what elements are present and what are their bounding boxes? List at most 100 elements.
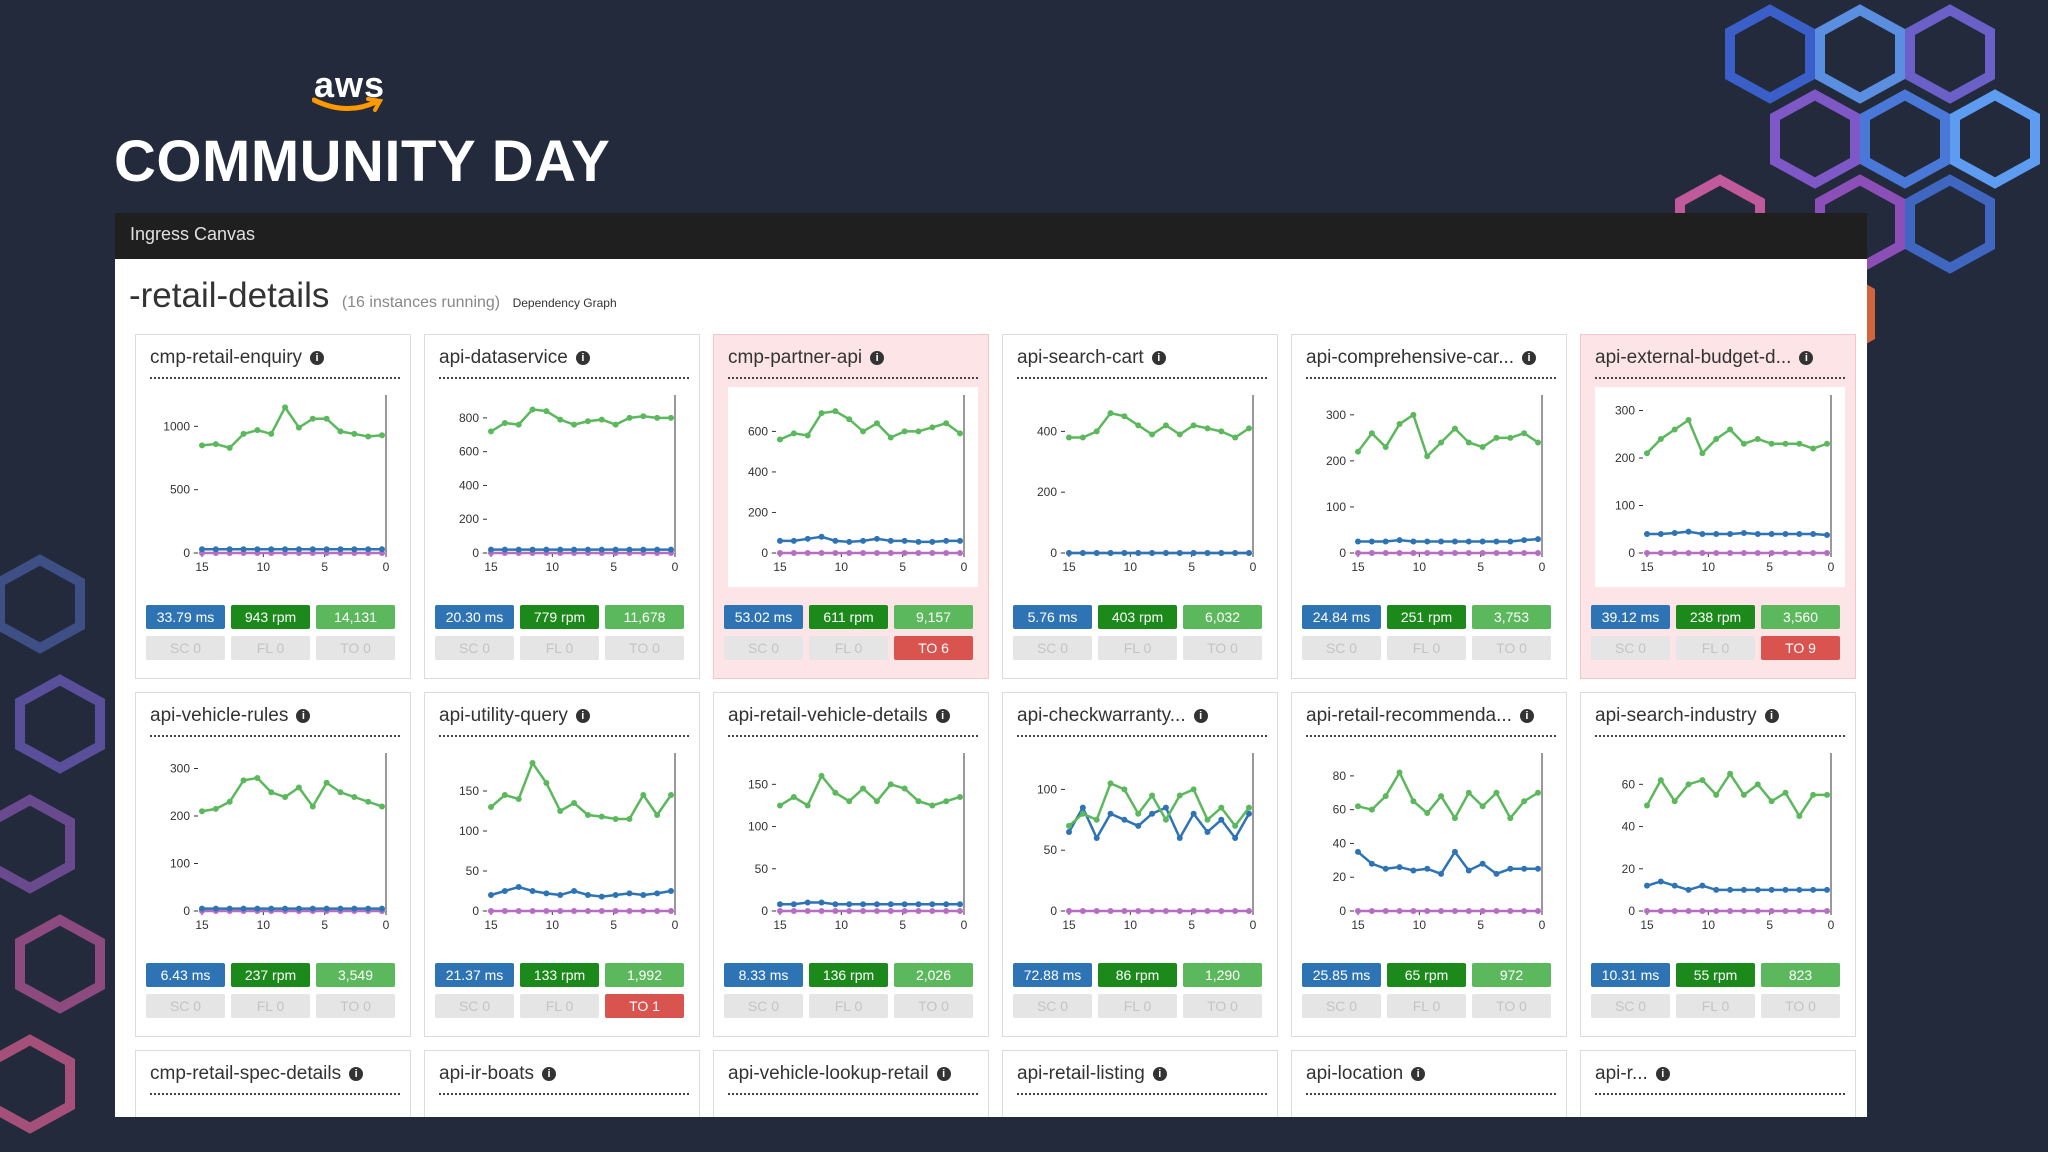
failure-badge[interactable]: FL 0	[520, 636, 599, 660]
service-card-title[interactable]: api-r... i	[1595, 1063, 1670, 1085]
status-code-badge[interactable]: SC 0	[1013, 994, 1092, 1018]
timeout-badge[interactable]: TO 0	[605, 636, 684, 660]
info-icon[interactable]: i	[1655, 1067, 1670, 1081]
service-card-api-comprehensive-car[interactable]: api-comprehensive-car... i 0 100 200 300 15 10 5…	[1291, 334, 1567, 679]
timeout-badge[interactable]: TO 0	[1183, 994, 1262, 1018]
dependency-graph-link[interactable]: Dependency Graph	[512, 296, 617, 310]
latency-badge[interactable]: 8.33 ms	[724, 963, 803, 987]
info-icon[interactable]: i	[575, 709, 590, 723]
timeout-badge[interactable]: TO 0	[1472, 994, 1551, 1018]
service-card-title[interactable]: api-search-cart i	[1017, 347, 1166, 369]
rpm-badge[interactable]: 55 rpm	[1676, 963, 1755, 987]
request-count-badge[interactable]: 2,026	[894, 963, 973, 987]
service-card-api-location[interactable]: api-location i	[1291, 1050, 1567, 1117]
info-icon[interactable]: i	[1152, 1067, 1167, 1081]
timeout-badge[interactable]: TO 0	[1761, 994, 1840, 1018]
service-card-title[interactable]: api-retail-vehicle-details i	[728, 705, 950, 727]
timeout-badge[interactable]: TO 0	[1183, 636, 1262, 660]
latency-badge[interactable]: 39.12 ms	[1591, 605, 1670, 629]
service-card-api-search-cart[interactable]: api-search-cart i 0 200 400 15 10 5 0 5.76 ms 403 …	[1002, 334, 1278, 679]
status-code-badge[interactable]: SC 0	[146, 994, 225, 1018]
service-card-api-retail-vehicle-details[interactable]: api-retail-vehicle-details i 0 50 100 150 15 10…	[713, 692, 989, 1037]
failure-badge[interactable]: FL 0	[1098, 636, 1177, 660]
rpm-badge[interactable]: 779 rpm	[520, 605, 599, 629]
service-card-title[interactable]: api-vehicle-lookup-retail i	[728, 1063, 951, 1085]
timeout-badge[interactable]: TO 0	[894, 994, 973, 1018]
info-icon[interactable]: i	[1764, 709, 1779, 723]
info-icon[interactable]: i	[1522, 351, 1537, 365]
service-card-api-retail-recommenda[interactable]: api-retail-recommenda... i 0 20 40 60 80 15 10 5 0…	[1291, 692, 1567, 1037]
service-card-title[interactable]: cmp-partner-api i	[728, 347, 885, 369]
status-code-badge[interactable]: SC 0	[1013, 636, 1092, 660]
timeout-badge[interactable]: TO 6	[894, 636, 973, 660]
service-card-title[interactable]: cmp-retail-enquiry i	[150, 347, 325, 369]
request-count-badge[interactable]: 3,753	[1472, 605, 1551, 629]
request-count-badge[interactable]: 11,678	[605, 605, 684, 629]
timeout-badge[interactable]: TO 0	[316, 636, 395, 660]
info-icon[interactable]: i	[296, 709, 311, 723]
latency-badge[interactable]: 21.37 ms	[435, 963, 514, 987]
latency-badge[interactable]: 72.88 ms	[1013, 963, 1092, 987]
request-count-badge[interactable]: 823	[1761, 963, 1840, 987]
service-card-title[interactable]: api-location i	[1306, 1063, 1426, 1085]
service-card-api-dataservice[interactable]: api-dataservice i 0 200 400 600 800 15 10 5 0 20.30…	[424, 334, 700, 679]
latency-badge[interactable]: 20.30 ms	[435, 605, 514, 629]
service-card-api-utility-query[interactable]: api-utility-query i 0 50 100 150 15 10 5 0 21.37 m…	[424, 692, 700, 1037]
latency-badge[interactable]: 5.76 ms	[1013, 605, 1092, 629]
timeout-badge[interactable]: TO 1	[605, 994, 684, 1018]
service-card-title[interactable]: api-comprehensive-car... i	[1306, 347, 1537, 369]
timeout-badge[interactable]: TO 9	[1761, 636, 1840, 660]
service-card-api-vehicle-rules[interactable]: api-vehicle-rules i 0 100 200 300 15 10 5 0 6.43 m…	[135, 692, 411, 1037]
service-card-title[interactable]: api-vehicle-rules i	[150, 705, 311, 727]
info-icon[interactable]: i	[575, 351, 590, 365]
failure-badge[interactable]: FL 0	[1387, 636, 1466, 660]
info-icon[interactable]: i	[936, 1067, 951, 1081]
rpm-badge[interactable]: 943 rpm	[231, 605, 310, 629]
info-icon[interactable]: i	[349, 1067, 364, 1081]
status-code-badge[interactable]: SC 0	[1302, 994, 1381, 1018]
info-icon[interactable]: i	[310, 351, 325, 365]
failure-badge[interactable]: FL 0	[809, 994, 888, 1018]
request-count-badge[interactable]: 3,560	[1761, 605, 1840, 629]
service-card-title[interactable]: api-external-budget-d... i	[1595, 347, 1814, 369]
rpm-badge[interactable]: 611 rpm	[809, 605, 888, 629]
latency-badge[interactable]: 33.79 ms	[146, 605, 225, 629]
status-code-badge[interactable]: SC 0	[724, 636, 803, 660]
request-count-badge[interactable]: 9,157	[894, 605, 973, 629]
status-code-badge[interactable]: SC 0	[724, 994, 803, 1018]
service-card-api-ir-boats[interactable]: api-ir-boats i	[424, 1050, 700, 1117]
service-card-title[interactable]: cmp-retail-spec-details i	[150, 1063, 364, 1085]
status-code-badge[interactable]: SC 0	[1302, 636, 1381, 660]
service-card-cmp-partner-api[interactable]: cmp-partner-api i 0 200 400 600 15 10 5 0 53.02 ms…	[713, 334, 989, 679]
rpm-badge[interactable]: 86 rpm	[1098, 963, 1177, 987]
service-card-title[interactable]: api-retail-listing i	[1017, 1063, 1167, 1085]
status-code-badge[interactable]: SC 0	[1591, 636, 1670, 660]
latency-badge[interactable]: 10.31 ms	[1591, 963, 1670, 987]
info-icon[interactable]: i	[1411, 1067, 1426, 1081]
failure-badge[interactable]: FL 0	[231, 994, 310, 1018]
rpm-badge[interactable]: 238 rpm	[1676, 605, 1755, 629]
latency-badge[interactable]: 24.84 ms	[1302, 605, 1381, 629]
request-count-badge[interactable]: 1,992	[605, 963, 684, 987]
service-card-title[interactable]: api-search-industry i	[1595, 705, 1779, 727]
service-card-cmp-retail-spec-details[interactable]: cmp-retail-spec-details i	[135, 1050, 411, 1117]
failure-badge[interactable]: FL 0	[1098, 994, 1177, 1018]
failure-badge[interactable]: FL 0	[231, 636, 310, 660]
rpm-badge[interactable]: 403 rpm	[1098, 605, 1177, 629]
failure-badge[interactable]: FL 0	[809, 636, 888, 660]
service-card-title[interactable]: api-dataservice i	[439, 347, 590, 369]
rpm-badge[interactable]: 251 rpm	[1387, 605, 1466, 629]
service-card-title[interactable]: api-utility-query i	[439, 705, 590, 727]
failure-badge[interactable]: FL 0	[1676, 636, 1755, 660]
request-count-badge[interactable]: 972	[1472, 963, 1551, 987]
status-code-badge[interactable]: SC 0	[1591, 994, 1670, 1018]
service-card-api-vehicle-lookup-retail[interactable]: api-vehicle-lookup-retail i	[713, 1050, 989, 1117]
request-count-badge[interactable]: 1,290	[1183, 963, 1262, 987]
info-icon[interactable]: i	[1151, 351, 1166, 365]
rpm-badge[interactable]: 237 rpm	[231, 963, 310, 987]
service-card-cmp-retail-enquiry[interactable]: cmp-retail-enquiry i 0 500 1000 15 10 5 0 33.79 m…	[135, 334, 411, 679]
failure-badge[interactable]: FL 0	[1676, 994, 1755, 1018]
request-count-badge[interactable]: 3,549	[316, 963, 395, 987]
timeout-badge[interactable]: TO 0	[316, 994, 395, 1018]
request-count-badge[interactable]: 6,032	[1183, 605, 1262, 629]
